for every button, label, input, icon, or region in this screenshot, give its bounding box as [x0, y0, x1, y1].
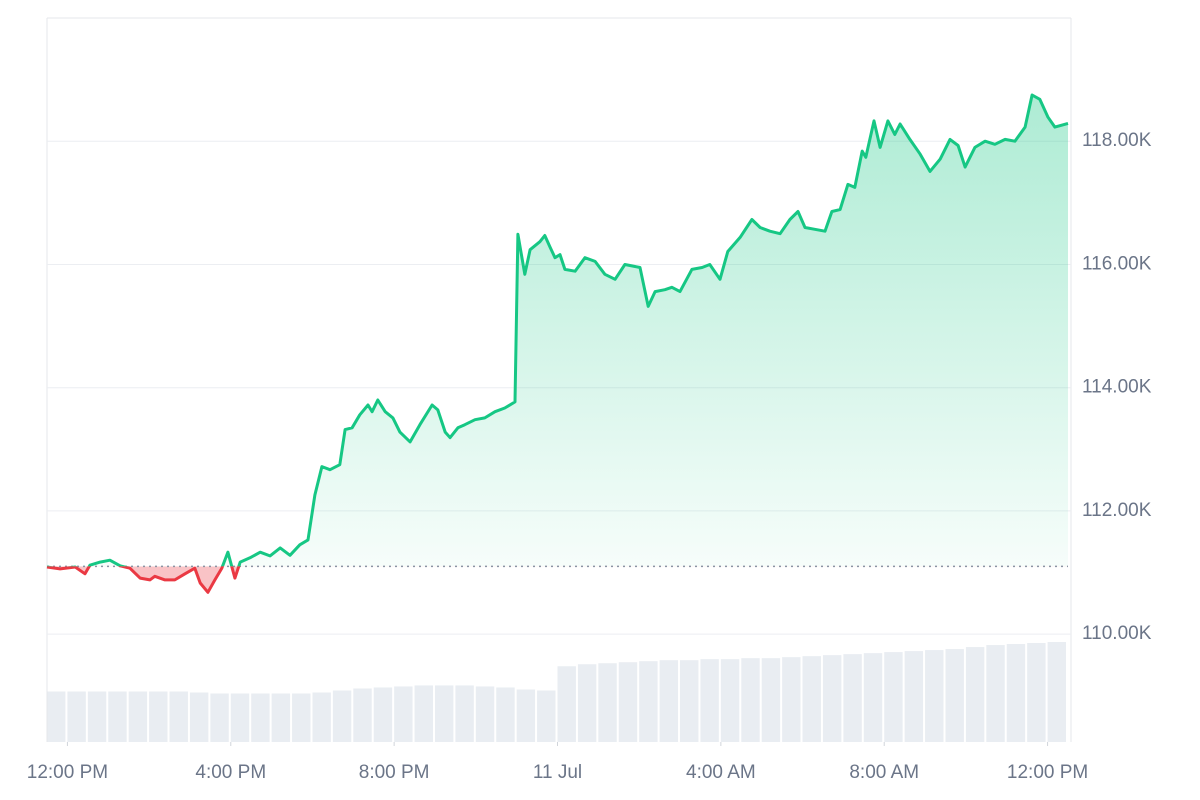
x-tick-label: 4:00 PM [195, 762, 266, 783]
y-tick-label: 110.00K [1082, 623, 1152, 644]
volume-bar [394, 686, 413, 742]
volume-bar [108, 691, 127, 742]
y-tick-label: 116.00K [1082, 253, 1152, 274]
volume-bar [537, 690, 556, 742]
volume-bar [720, 659, 740, 742]
y-tick-label: 118.00K [1082, 130, 1152, 151]
volume-bar [210, 693, 229, 742]
x-tick-label: 12:00 PM [27, 762, 108, 783]
volume-bar [47, 691, 66, 742]
volume-bar [843, 654, 862, 742]
area-up [47, 95, 1068, 567]
volume-bar [271, 693, 291, 742]
volume-bar [986, 645, 1005, 742]
x-tick-label: 8:00 PM [359, 762, 430, 783]
y-tick-label: 114.00K [1082, 377, 1152, 398]
volume-bar [659, 660, 679, 742]
volume-bar [598, 663, 617, 742]
volume-bar [189, 692, 209, 742]
volume-bar [516, 689, 536, 742]
volume-bar [414, 685, 433, 742]
volume-bar [292, 693, 311, 742]
x-tick-label: 12:00 PM [1007, 762, 1088, 783]
volume-bar [680, 660, 699, 742]
volume-bar [230, 693, 250, 742]
volume-bar [169, 691, 188, 742]
volume-bar [251, 693, 270, 742]
volume-bar [149, 691, 168, 742]
volume-bar [67, 691, 86, 742]
volume-bar [577, 664, 597, 742]
volume-bar [884, 652, 903, 742]
volume-bar [557, 666, 576, 742]
volume-bar [802, 656, 821, 742]
volume-bar [1047, 642, 1066, 742]
volume-bar [475, 686, 495, 742]
volume-bar [128, 691, 148, 742]
volume-bar [373, 687, 393, 742]
volume-bar [618, 662, 638, 742]
volume-bar [353, 688, 372, 742]
volume-bar [639, 661, 658, 742]
volume-bar [434, 685, 454, 742]
volume-bar [965, 647, 985, 742]
volume-bar [87, 691, 107, 742]
x-tick-label: 4:00 AM [686, 762, 756, 783]
x-tick-label: 11 Jul [533, 762, 582, 783]
volume-bar [904, 651, 924, 742]
volume-bar [1006, 644, 1026, 742]
volume-bar [741, 658, 760, 742]
volume-bar [496, 687, 515, 742]
volume-bar [332, 690, 352, 742]
y-tick-label: 112.00K [1082, 500, 1152, 521]
volume-bar [863, 653, 883, 742]
volume-bar [1027, 643, 1046, 742]
price-line-up [47, 93, 1069, 567]
volume-bar [782, 657, 801, 742]
volume-bar [761, 658, 781, 742]
volume-bar [822, 655, 842, 742]
x-tick-label: 8:00 AM [849, 762, 919, 783]
volume-bar [925, 650, 944, 742]
volume-bar [312, 692, 331, 742]
volume-bar [700, 659, 719, 742]
volume-bar [945, 649, 964, 742]
volume-bar [455, 685, 474, 742]
